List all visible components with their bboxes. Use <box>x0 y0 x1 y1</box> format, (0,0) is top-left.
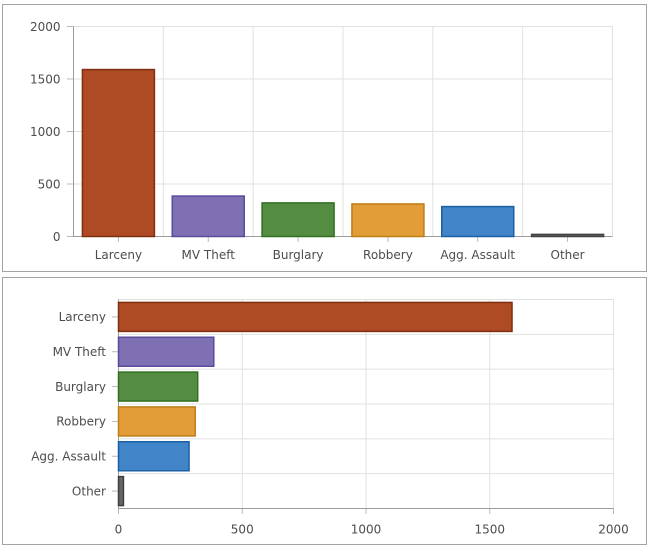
horizontal-bar-chart: Larceny MV Theft Burglary Robbery Agg. Assau… <box>31 299 629 537</box>
bar-mv-theft <box>171 195 245 238</box>
bar-mv-theft <box>117 336 215 367</box>
horizontal-bar-chart-panel: Larceny MV Theft Burglary Robbery Agg. Assau… <box>2 277 647 545</box>
bar-agg-assault <box>441 205 515 238</box>
bar-burglary <box>261 202 335 238</box>
bar-agg-assault <box>117 441 190 472</box>
x-tick-label-2000: 2000 <box>598 523 629 537</box>
x-tick-label-0: 0 <box>115 523 123 537</box>
y-category-label-other: Other <box>72 484 106 498</box>
y-category-label-robbery: Robbery <box>56 415 106 429</box>
y-category-label-larceny: Larceny <box>59 310 106 324</box>
bar-robbery <box>117 406 196 437</box>
vertical-bar-chart: 0 500 1000 1500 2000 Larceny MV Theft Burglary R… <box>30 20 613 262</box>
x-category-label-burglary: Burglary <box>273 248 324 262</box>
x-category-label-agg-assault: Agg. Assault <box>440 248 515 262</box>
x-category-label-other: Other <box>551 248 585 262</box>
bar-larceny <box>117 301 513 333</box>
x-category-label-larceny: Larceny <box>95 248 142 262</box>
y-tick-label-1500: 1500 <box>30 72 61 86</box>
vertical-bar-chart-panel: 0 500 1000 1500 2000 Larceny MV Theft Burglary R… <box>2 4 647 272</box>
y-tick-label-2000: 2000 <box>30 20 61 34</box>
y-category-label-burglary: Burglary <box>55 380 106 394</box>
bar-other <box>530 233 605 238</box>
x-tick-label-1500: 1500 <box>474 523 505 537</box>
bar-burglary <box>117 371 199 402</box>
bar-larceny <box>81 68 156 238</box>
x-category-label-robbery: Robbery <box>363 248 413 262</box>
bar-robbery <box>351 203 425 238</box>
bar-other <box>117 475 125 507</box>
y-category-label-mv-theft: MV Theft <box>53 345 107 359</box>
x-tick-label-500: 500 <box>231 523 254 537</box>
y-tick-label-1000: 1000 <box>30 125 61 139</box>
x-tick-label-1000: 1000 <box>351 523 382 537</box>
y-category-label-agg-assault: Agg. Assault <box>31 450 106 464</box>
y-tick-label-500: 500 <box>38 177 61 191</box>
y-tick-label-0: 0 <box>53 230 61 244</box>
x-category-label-mv-theft: MV Theft <box>182 248 236 262</box>
